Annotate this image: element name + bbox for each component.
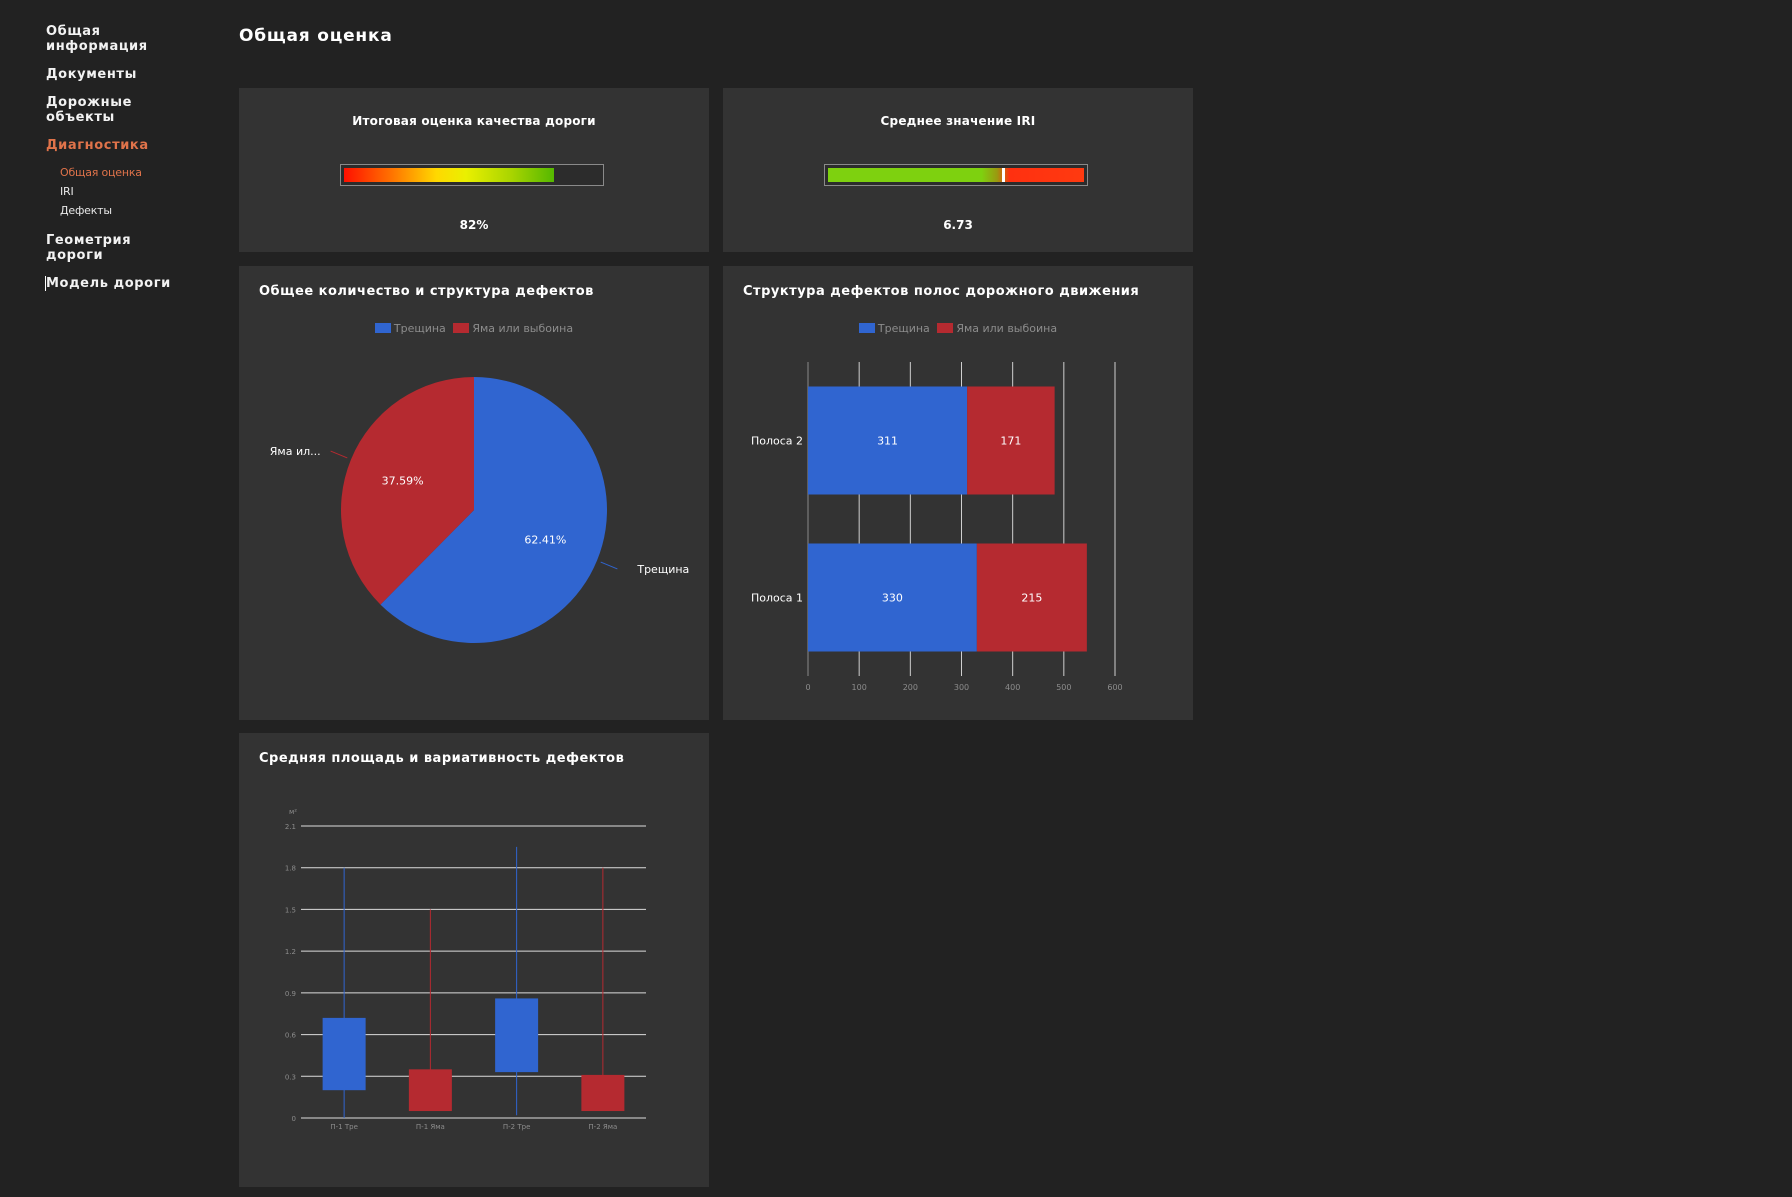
nav-general-info[interactable]: Общая информация: [46, 24, 148, 54]
box-body-2: [495, 998, 539, 1073]
pie-outer-label-1: Яма ил...: [270, 445, 321, 458]
quality-gauge-fill: [344, 168, 554, 182]
legend-label-crack: Трещина: [877, 322, 930, 335]
defects-pie-chart: 62.41% Трещина 37.59% Яма ил...: [270, 377, 689, 643]
box-body-1: [408, 1069, 452, 1112]
iri-panel: Среднее значение IRI 6.73: [723, 88, 1193, 252]
box-category-label-0: П-1 Тре: [330, 1123, 358, 1131]
legend-swatch-pothole: [453, 323, 470, 333]
bar-1-0: [808, 543, 977, 652]
pie-leader-1: [330, 450, 348, 459]
box-category-label-1: П-1 Яма: [416, 1123, 445, 1131]
bar-1-1: [976, 543, 1087, 652]
box-category-label-2: П-2 Тре: [503, 1123, 531, 1131]
subnav-defects[interactable]: Дефекты: [60, 204, 112, 217]
nav-road-objects[interactable]: Дорожные объекты: [46, 95, 133, 125]
legend-label-crack: Трещина: [393, 322, 446, 335]
box-tick-label-4: 1.2: [285, 948, 296, 956]
defects-legend: Трещина Яма или выбоина: [239, 322, 709, 335]
legend-label-pothole: Яма или выбоина: [472, 322, 574, 335]
iri-value: 6.73: [943, 218, 973, 232]
area-variability-title: Средняя площадь и вариативность дефектов: [259, 751, 625, 766]
box-tick-label-5: 1.5: [285, 906, 296, 914]
bar-tick-label-6: 600: [1107, 683, 1122, 692]
iri-title: Среднее значение IRI: [880, 114, 1036, 128]
iri-marker: [1002, 168, 1006, 182]
bar-0-1: [967, 386, 1055, 495]
page-title: Общая оценка: [239, 26, 393, 46]
nav-road-geometry[interactable]: Геометрия дороги: [46, 233, 132, 263]
pie-slice-label-1: 37.59%: [382, 475, 424, 488]
bar-tick-label-0: 0: [805, 683, 810, 692]
pie-slice-label-0: 62.41%: [524, 533, 566, 546]
pie-leader-0: [600, 561, 618, 570]
pie-slice-1: [341, 377, 474, 605]
diagnostics-submenu: Общая оценка IRI Дефекты: [60, 163, 206, 220]
bar-tick-label-4: 400: [1005, 683, 1020, 692]
iri-gauge: [824, 164, 1088, 186]
bar-tick-label-1: 100: [852, 683, 867, 692]
box-tick-label-0: 0: [292, 1115, 296, 1123]
legend-swatch-pothole: [937, 323, 954, 333]
defects-structure-panel: Общее количество и структура дефектов Тр…: [239, 266, 709, 720]
nav-road-model[interactable]: Модель дороги: [45, 276, 206, 291]
legend-item-pothole[interactable]: Яма или выбоина: [453, 322, 573, 335]
nav-documents[interactable]: Документы: [46, 67, 137, 82]
legend-swatch-crack: [374, 323, 391, 333]
box-body-0: [322, 1017, 366, 1091]
legend-label-pothole: Яма или выбоина: [956, 322, 1058, 335]
bar-value-label-0-0: 311: [877, 435, 898, 448]
bar-tick-label-5: 500: [1056, 683, 1071, 692]
legend-swatch-crack: [858, 323, 875, 333]
lanes-structure-title: Структура дефектов полос дорожного движе…: [743, 284, 1140, 299]
legend-item-crack[interactable]: Трещина: [374, 322, 446, 335]
subnav-overall-score[interactable]: Общая оценка: [60, 166, 142, 179]
legend-item-pothole[interactable]: Яма или выбоина: [937, 322, 1057, 335]
box-tick-label-2: 0.6: [285, 1032, 297, 1040]
bar-tick-label-2: 200: [903, 683, 918, 692]
quality-title: Итоговая оценка качества дороги: [352, 114, 596, 128]
area-candlestick-chart: м² 0 0.3 0.6 0.9 1.2 1.5 1.8 2.1 П-1 Тре П-1 Яма П-…: [285, 808, 646, 1131]
subnav-iri[interactable]: IRI: [60, 185, 74, 198]
pie-slice-0: [380, 377, 607, 643]
iri-gauge-fill: [828, 168, 1084, 182]
box-body-3: [581, 1074, 625, 1112]
bar-0-0: [808, 386, 968, 495]
box-y-unit-label: м²: [289, 808, 297, 816]
bar-value-label-0-1: 171: [1000, 435, 1021, 448]
box-tick-label-3: 0.9: [285, 990, 296, 998]
lanes-structure-panel: Структура дефектов полос дорожного движе…: [723, 266, 1193, 720]
defects-structure-title: Общее количество и структура дефектов: [259, 284, 594, 299]
lanes-legend: Трещина Яма или выбоина: [723, 322, 1193, 335]
box-tick-label-7: 2.1: [285, 823, 296, 831]
bar-tick-label-3: 300: [954, 683, 969, 692]
lanes-bar-chart: 0 100 200 300 400 500 600 311 171 Полоса 2 330 215 П…: [751, 362, 1123, 692]
area-variability-panel: Средняя площадь и вариативность дефектов…: [239, 733, 709, 1187]
quality-panel: Итоговая оценка качества дороги 82%: [239, 88, 709, 252]
quality-value: 82%: [459, 218, 489, 232]
bar-value-label-1-1: 215: [1021, 592, 1042, 605]
box-category-label-3: П-2 Яма: [588, 1123, 617, 1131]
pie-outer-label-0: Трещина: [636, 563, 689, 576]
sidebar: Общая информация Документы Дорожные объе…: [45, 24, 206, 304]
legend-item-crack[interactable]: Трещина: [858, 322, 930, 335]
bar-value-label-1-0: 330: [882, 592, 903, 605]
box-tick-label-1: 0.3: [285, 1073, 296, 1081]
nav-diagnostics[interactable]: Диагностика: [46, 138, 149, 153]
box-tick-label-6: 1.8: [285, 865, 296, 873]
bar-category-label-1: Полоса 1: [751, 592, 803, 605]
quality-gauge: [340, 164, 604, 186]
bar-category-label-0: Полоса 2: [751, 435, 803, 448]
